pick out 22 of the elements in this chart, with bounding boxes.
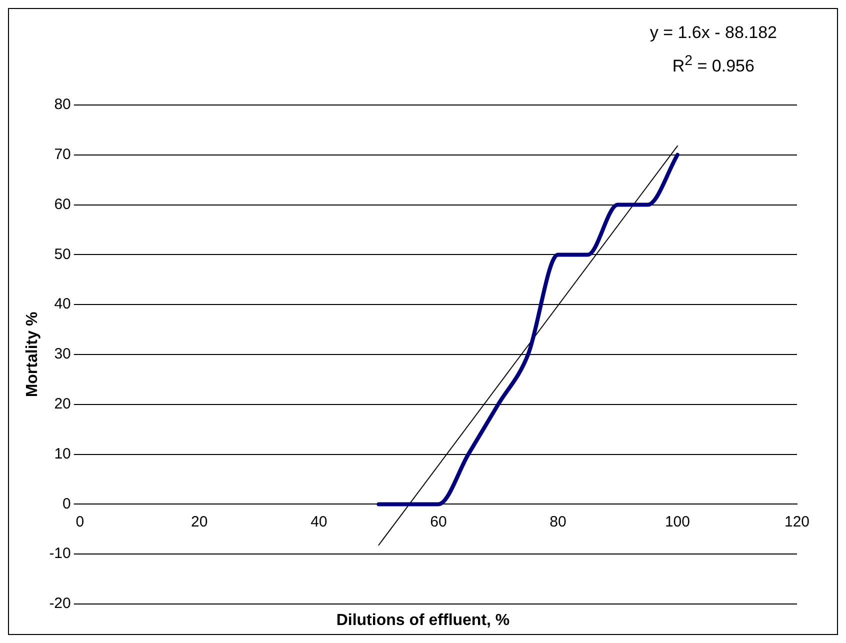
y-tick-label: 10 — [54, 445, 71, 462]
y-tick-label: 50 — [54, 246, 71, 263]
x-tick-label: 40 — [310, 513, 328, 530]
y-tick-label: 60 — [54, 196, 71, 213]
y-tick-label: 0 — [62, 495, 71, 512]
text: y = 1.6x - 88.182 — [650, 22, 777, 44]
x-tick-label: 100 — [664, 513, 690, 530]
x-tick-label: 0 — [76, 513, 84, 530]
x-tick-label: 80 — [550, 513, 566, 530]
y-tick-label: -10 — [49, 545, 71, 562]
x-axis-title: Dilutions of effluent, % — [335, 612, 511, 630]
x-tick-label: 120 — [784, 513, 810, 530]
y-axis-title: Mortality % — [24, 312, 42, 398]
text: R$^{2}$ = 0.956 — [671, 52, 756, 78]
y-tick-label: -20 — [49, 595, 71, 612]
y-tick-label: 80 — [54, 96, 71, 114]
y-tick-label: 20 — [54, 396, 71, 413]
y-tick-label: 70 — [54, 146, 71, 164]
y-tick-label: 40 — [54, 296, 71, 313]
x-tick-label: 60 — [430, 513, 447, 530]
x-tick-label: 20 — [191, 513, 208, 530]
y-tick-label: 30 — [54, 346, 71, 363]
